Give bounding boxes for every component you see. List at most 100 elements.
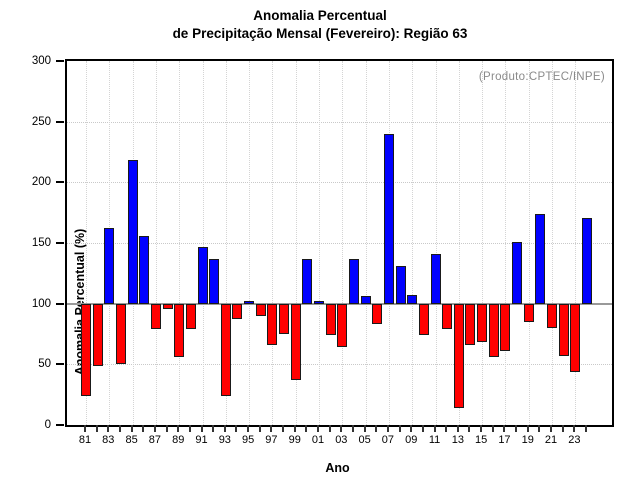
x-tick — [386, 425, 389, 432]
watermark-label: (Produto:CPTEC/INPE) — [478, 71, 605, 83]
x-tick — [200, 425, 203, 432]
bar-97 — [267, 303, 278, 345]
bar-23 — [570, 303, 581, 372]
bar-82 — [92, 303, 103, 366]
x-tick-label: 15 — [475, 434, 488, 446]
x-tick — [247, 425, 250, 432]
x-tick — [107, 425, 110, 432]
bar-89 — [174, 303, 185, 358]
gridline-vertical — [482, 61, 484, 425]
gridline-vertical — [575, 61, 577, 425]
y-tick — [56, 60, 64, 62]
gridline-vertical — [319, 61, 321, 425]
x-tick-label: 85 — [125, 434, 138, 446]
x-tick — [223, 425, 226, 432]
chart-title: Anomalia Percentual de Precipitação Mens… — [0, 7, 640, 43]
y-tick-label: 250 — [31, 115, 51, 128]
x-tick — [282, 425, 285, 432]
x-tick-label: 81 — [78, 434, 92, 446]
bar-99 — [290, 303, 301, 381]
x-tick — [573, 425, 576, 432]
y-tick — [56, 242, 64, 244]
x-tick — [153, 425, 156, 432]
x-tick — [433, 425, 436, 432]
x-tick — [305, 425, 308, 432]
bar-13 — [453, 303, 464, 408]
x-tick — [177, 425, 180, 432]
bar-86 — [139, 235, 150, 304]
x-tick — [258, 425, 261, 432]
bar-92 — [209, 258, 220, 304]
x-tick — [491, 425, 494, 432]
y-tick — [56, 363, 64, 366]
x-tick — [95, 425, 98, 432]
plot-area: (Produto:CPTEC/INPE) Anomalia Percentual… — [65, 59, 614, 427]
y-tick-label: 0 — [44, 419, 51, 431]
x-tick-label: 23 — [568, 434, 581, 446]
x-tick — [503, 425, 506, 432]
gridline-vertical — [86, 61, 87, 425]
gridline-horizontal — [67, 182, 612, 184]
gridline-horizontal — [67, 364, 612, 366]
x-tick-label: 89 — [172, 434, 185, 446]
gridline-vertical — [365, 61, 367, 425]
bar-16 — [488, 303, 499, 358]
x-tick — [235, 425, 238, 432]
y-tick-label: 50 — [38, 358, 51, 371]
x-tick-label: 19 — [521, 434, 534, 446]
bar-95 — [244, 301, 255, 304]
x-tick-label: 91 — [195, 434, 208, 446]
bar-14 — [465, 303, 476, 345]
x-axis-title: Ano — [325, 461, 350, 475]
x-tick — [317, 425, 320, 432]
x-tick — [212, 425, 215, 432]
x-tick — [375, 425, 378, 432]
x-tick-label: 17 — [498, 434, 511, 446]
x-tick — [363, 425, 366, 432]
bar-01 — [314, 301, 325, 304]
gridline-vertical — [505, 61, 507, 425]
x-tick — [130, 425, 133, 432]
bar-00 — [302, 258, 313, 304]
y-tick-label: 300 — [31, 55, 51, 67]
bar-12 — [442, 303, 453, 330]
bar-05 — [360, 296, 371, 304]
x-tick — [526, 425, 529, 432]
bar-08 — [395, 266, 406, 304]
bar-17 — [500, 303, 511, 351]
bar-24 — [582, 217, 592, 304]
x-tick — [351, 425, 354, 432]
x-tick — [142, 425, 145, 432]
x-tick — [398, 425, 401, 432]
x-tick — [538, 425, 541, 432]
x-tick-label: 99 — [288, 434, 301, 446]
x-tick — [585, 425, 587, 432]
y-tick — [56, 302, 64, 305]
x-tick — [165, 425, 168, 432]
bar-19 — [523, 303, 534, 322]
x-tick-label: 21 — [544, 434, 558, 446]
bar-10 — [418, 303, 429, 336]
x-tick — [515, 425, 518, 432]
bar-94 — [232, 303, 243, 320]
bar-87 — [150, 303, 161, 330]
x-tick-label: 09 — [405, 434, 418, 446]
chart-title-line1: Anomalia Percentual — [253, 8, 387, 23]
x-tick-label: 97 — [265, 434, 278, 446]
bar-96 — [255, 303, 266, 316]
y-tick-label: 100 — [31, 297, 51, 310]
x-tick — [188, 425, 191, 432]
y-tick-label: 150 — [31, 237, 51, 249]
bar-81 — [81, 303, 91, 396]
gridline-vertical — [225, 61, 227, 425]
gridline-vertical — [552, 61, 554, 425]
bar-11 — [430, 253, 441, 304]
bar-03 — [337, 303, 348, 348]
x-tick — [480, 425, 483, 432]
bar-90 — [185, 303, 196, 330]
bar-20 — [535, 213, 546, 304]
gridline-horizontal — [67, 121, 612, 123]
bar-88 — [162, 303, 173, 309]
x-tick — [293, 425, 296, 432]
